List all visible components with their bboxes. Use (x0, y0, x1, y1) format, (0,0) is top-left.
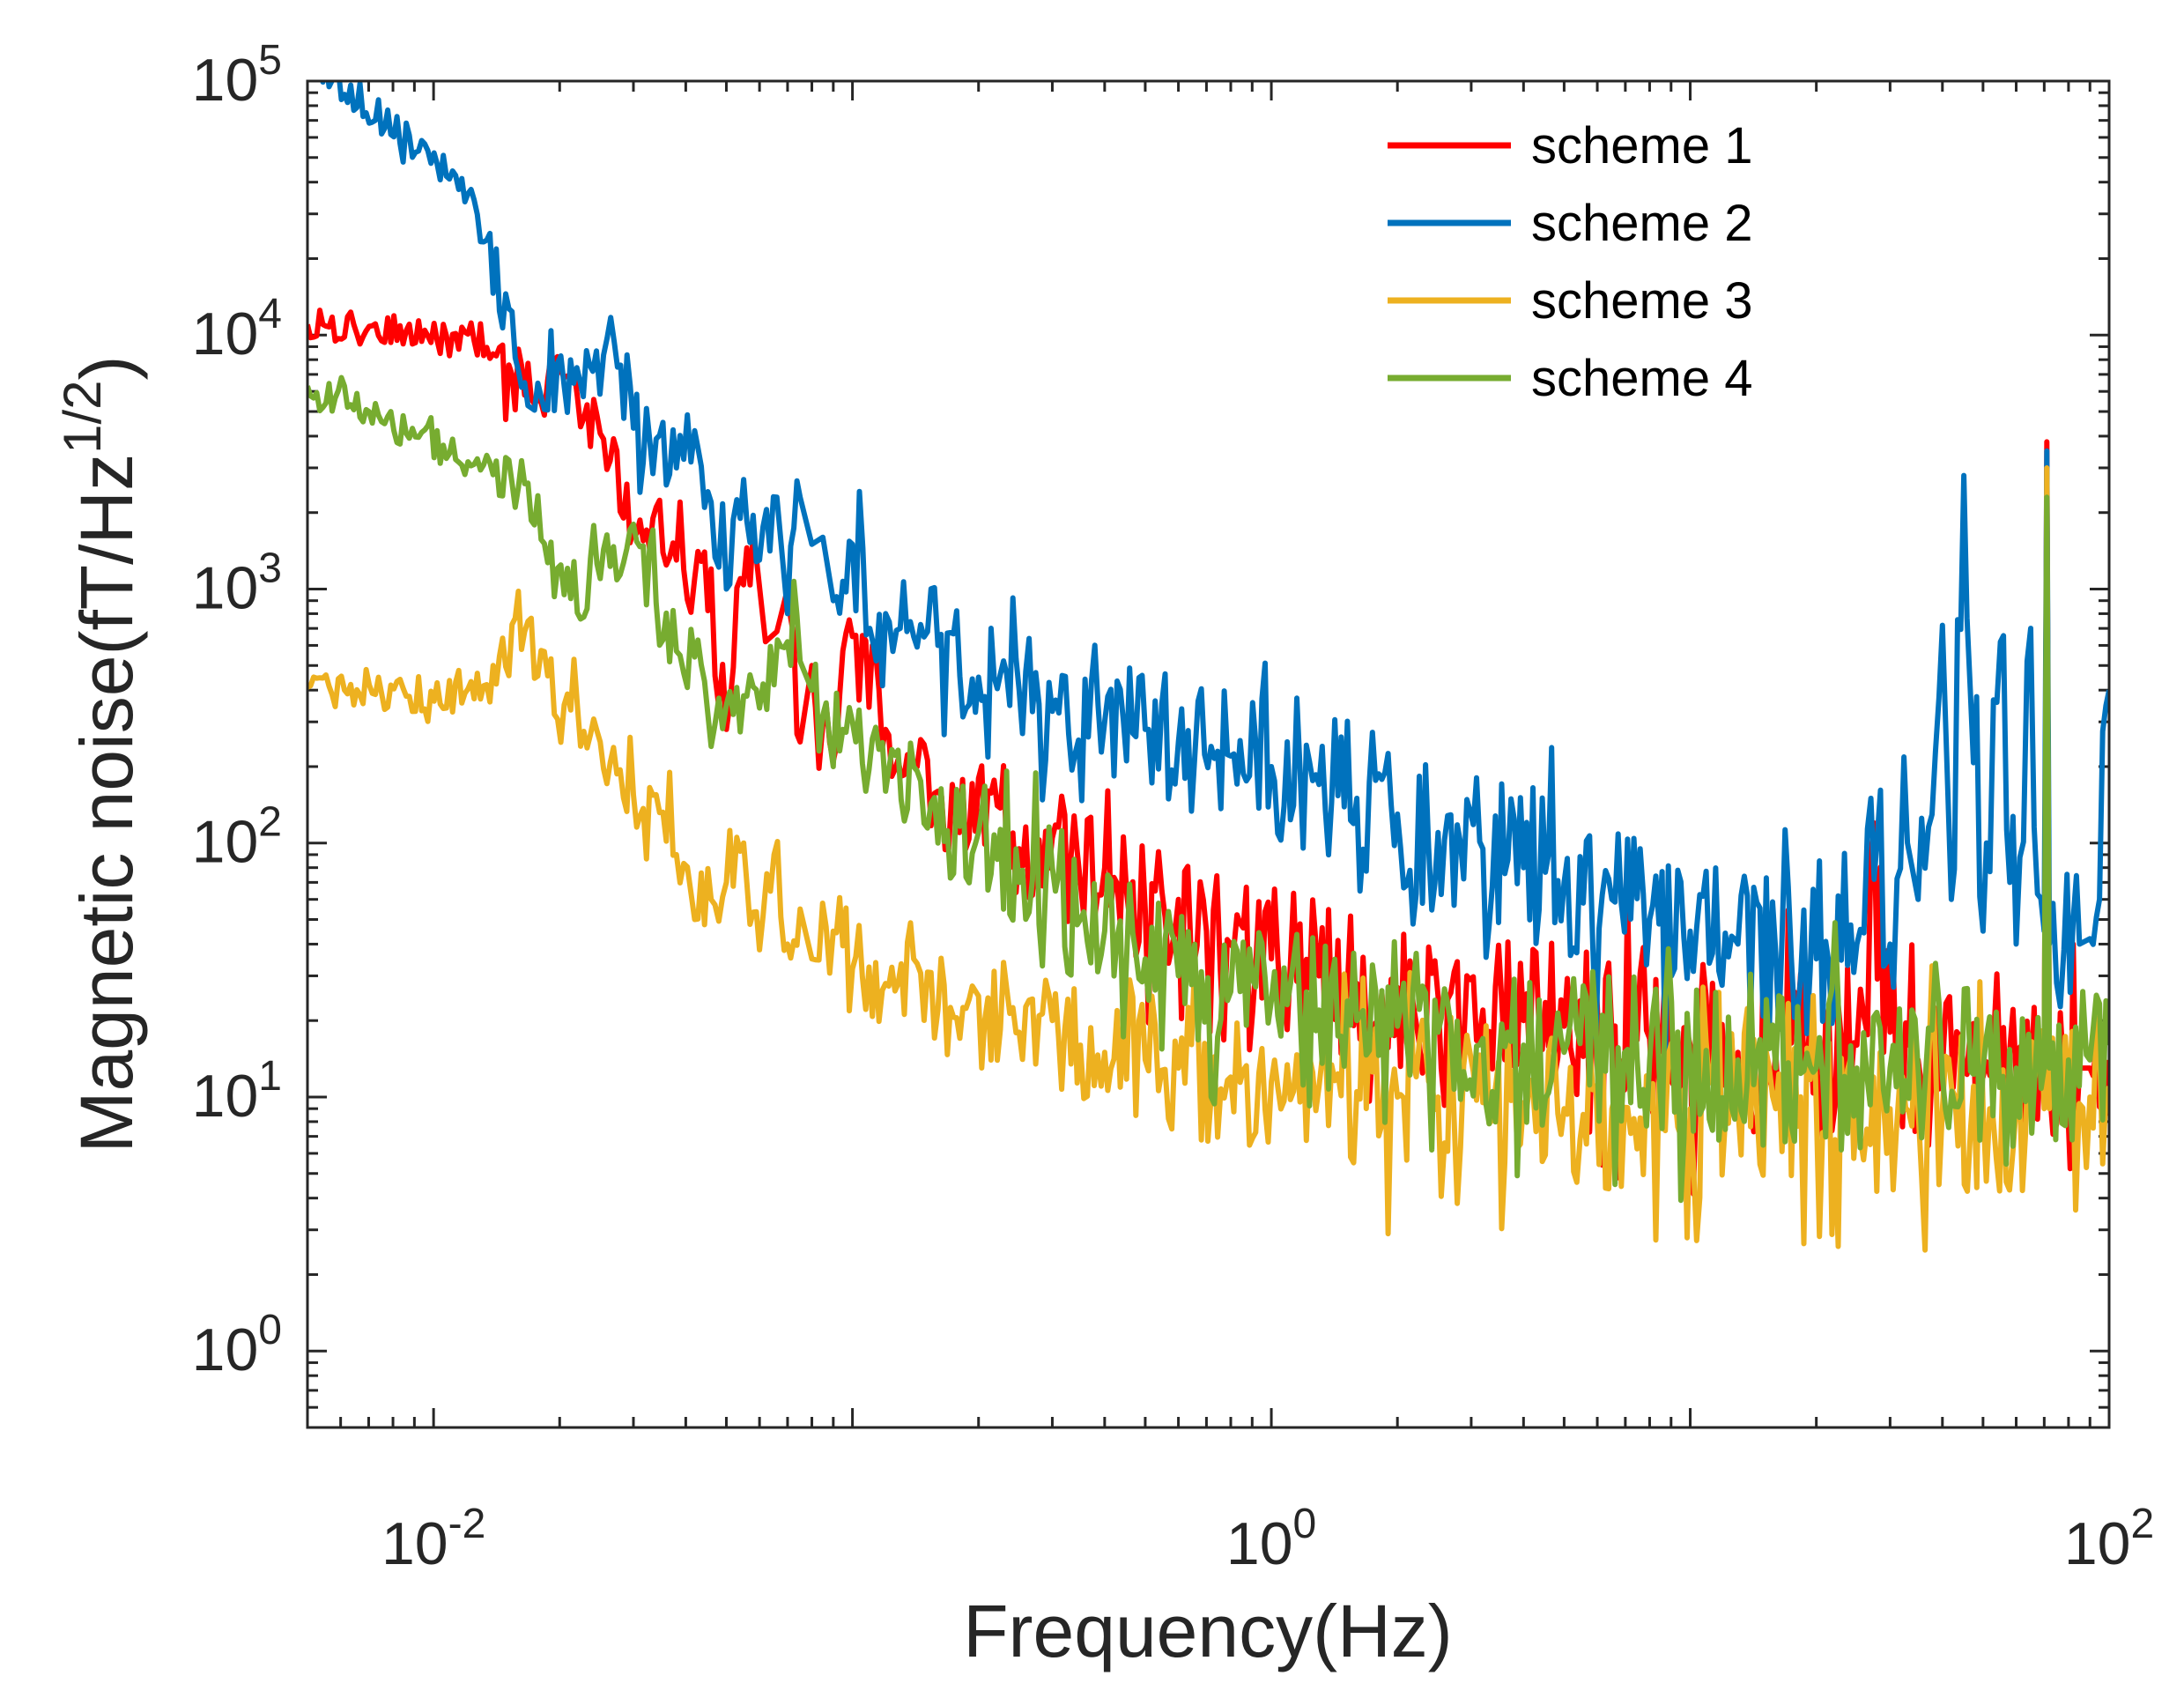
y-axis-title-main: Magnetic noise(fT/Hz (65, 454, 148, 1153)
x-tick-label: 102 (2064, 1501, 2154, 1577)
series-line-scheme-1 (307, 308, 2109, 1197)
y-tick-labels: 100 101 102 103 104 105 (192, 37, 282, 1383)
x-tick-label: 100 (1226, 1501, 1316, 1577)
y-tick-label: 101 (192, 1053, 282, 1130)
plot-area-frame (306, 79, 2111, 1429)
y-axis-title-close: ) (65, 355, 148, 380)
legend-label: scheme 1 (1531, 117, 1752, 174)
series-line-scheme-4 (307, 374, 2109, 1204)
legend: scheme 1 scheme 2 scheme 3 scheme 4 (1388, 117, 1752, 407)
y-tick-label: 104 (192, 291, 282, 367)
legend-label: scheme 3 (1531, 272, 1752, 330)
x-tick-label: 10-2 (381, 1501, 485, 1577)
y-axis-title-superscript: 1/2 (53, 380, 112, 453)
y-tick-label: 103 (192, 545, 282, 621)
legend-label: scheme 4 (1531, 350, 1752, 407)
x-tick-labels: 10-2 100 102 (381, 1501, 2154, 1577)
y-tick-label: 105 (192, 37, 282, 114)
grid-and-ticks (306, 79, 2111, 1429)
y-tick-label: 100 (192, 1307, 282, 1383)
series-line-scheme-2 (320, 81, 2109, 1066)
series-lines (307, 81, 2109, 1253)
y-tick-label: 102 (192, 799, 282, 876)
series-line-scheme-3 (307, 465, 2109, 1253)
x-axis-title: Frequency(Hz) (963, 1590, 1452, 1672)
y-axis-title: Magnetic noise(fT/Hz1/2) (53, 355, 148, 1153)
legend-label: scheme 2 (1531, 195, 1752, 252)
